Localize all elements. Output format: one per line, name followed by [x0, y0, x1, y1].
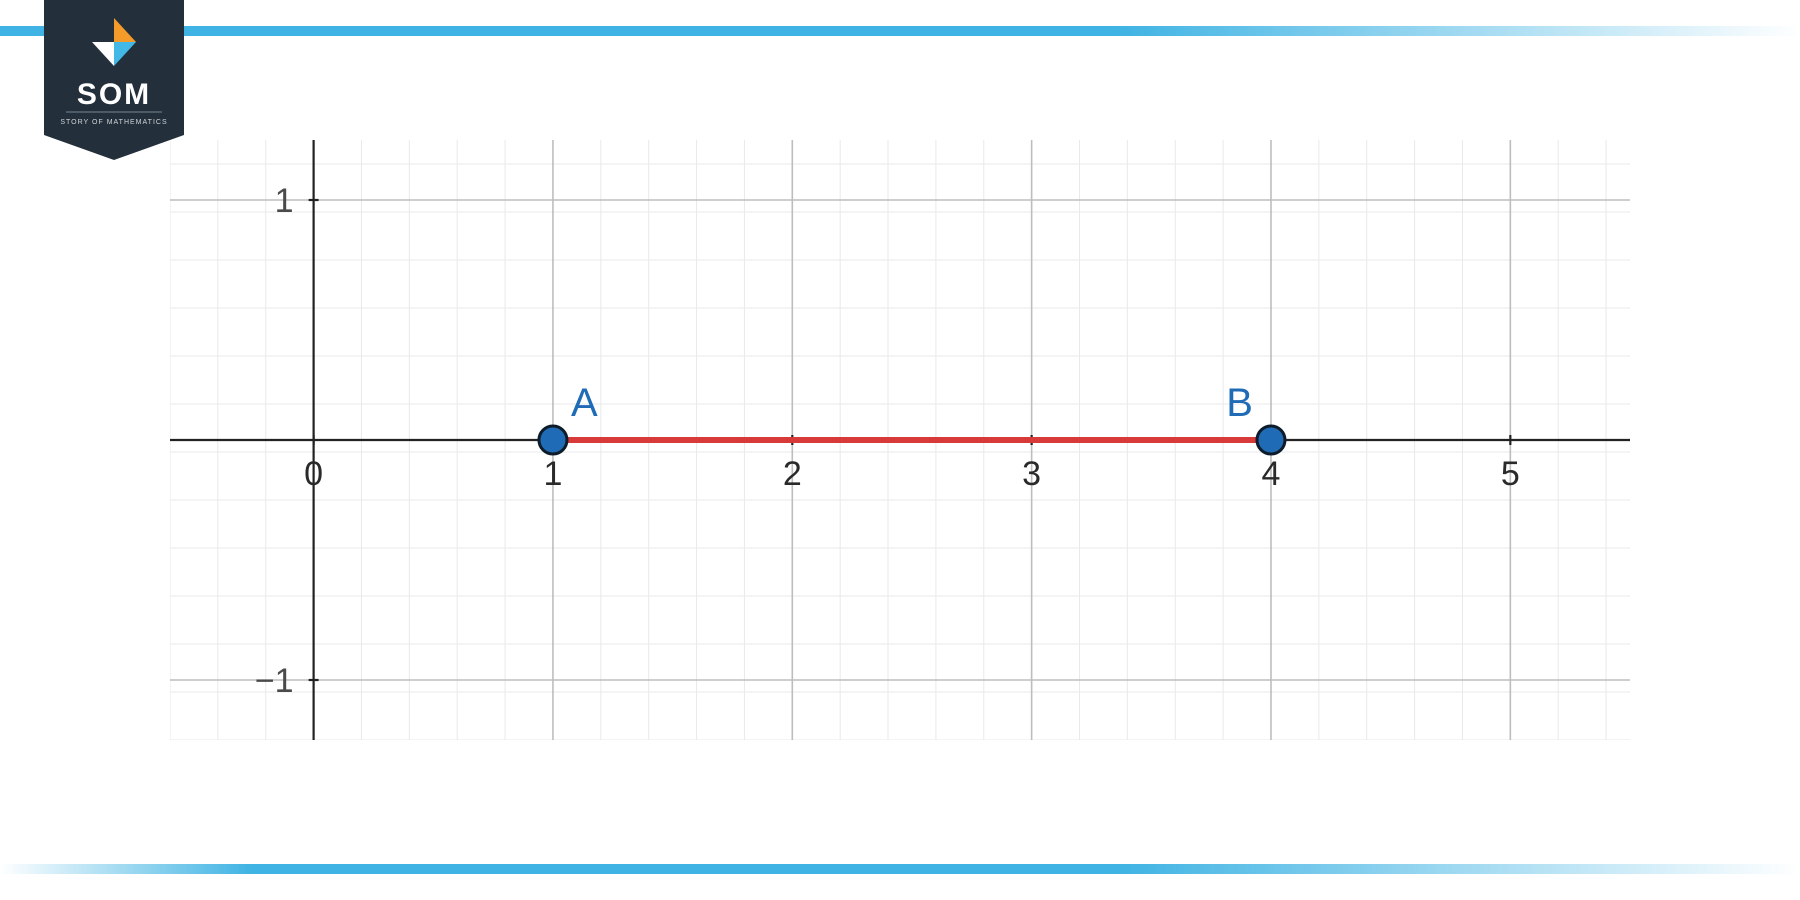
brand-badge: SOM STORY OF MATHEMATICS [44, 0, 184, 150]
point-a-label: A [571, 381, 598, 425]
x-tick-label: 2 [783, 455, 802, 493]
y-tick-label: −1 [255, 662, 294, 700]
x-tick-label: 1 [543, 455, 562, 493]
x-tick-label: 5 [1501, 455, 1520, 493]
x-tick-label: 3 [1022, 455, 1041, 493]
point-a [539, 426, 567, 454]
x-tick-label: 4 [1262, 455, 1281, 493]
coordinate-plot: 012345−11 AB [170, 140, 1630, 740]
brand-name: SOM [77, 78, 151, 111]
point-b [1257, 426, 1285, 454]
brand-badge-svg: SOM STORY OF MATHEMATICS [44, 0, 184, 160]
bottom-accent-rule [0, 864, 1800, 874]
plot-svg: 012345−11 AB [170, 140, 1630, 740]
segment-layer: AB [539, 381, 1285, 454]
brand-tagline: STORY OF MATHEMATICS [60, 119, 167, 126]
x-tick-label: 0 [304, 455, 323, 493]
point-b-label: B [1226, 381, 1253, 425]
y-tick-label: 1 [275, 182, 294, 220]
top-accent-rule [0, 26, 1800, 36]
